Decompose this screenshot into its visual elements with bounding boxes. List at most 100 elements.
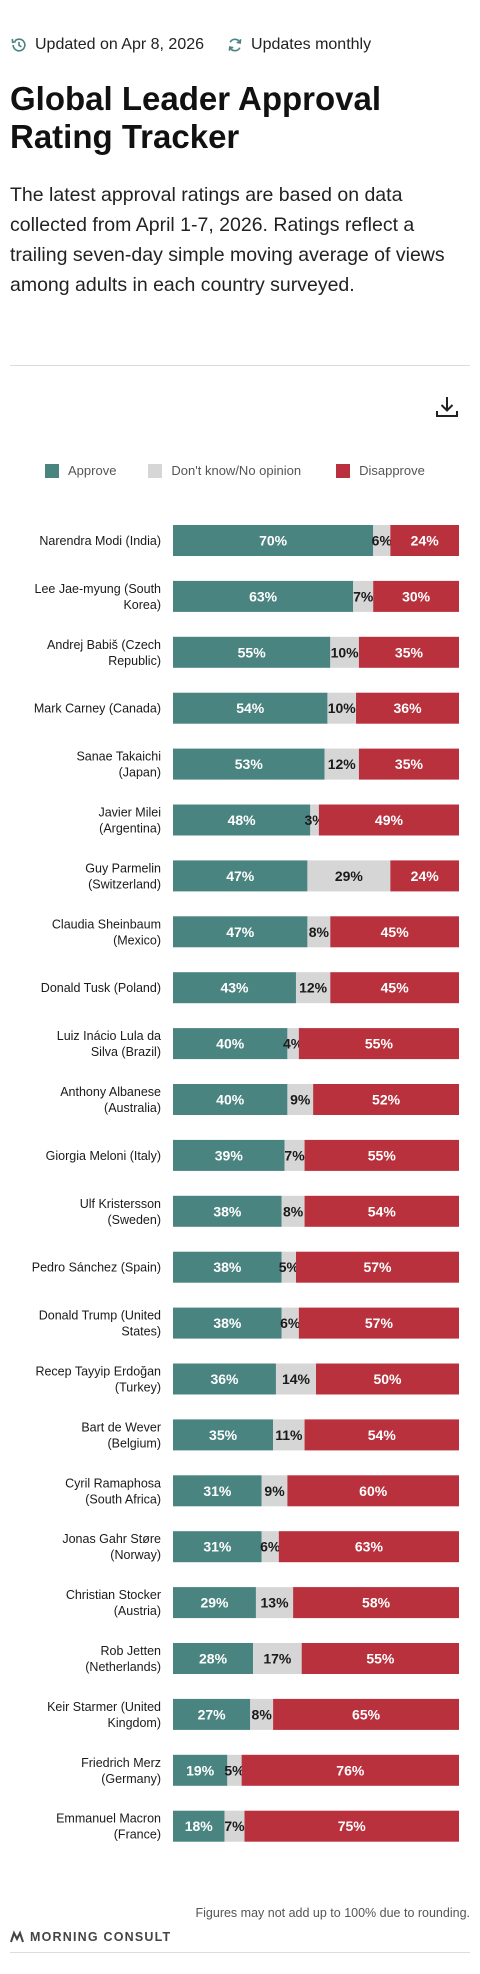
row-label: Ulf Kristersson (Sweden): [80, 1197, 161, 1227]
bar-segment-dont-know: [307, 860, 391, 892]
bar-segment-dont-know: [275, 1363, 316, 1395]
legend-dont-know-label: Don't know/No opinion: [171, 463, 302, 478]
bar-segment-dont-know: [281, 1251, 296, 1283]
chart-row: Luiz Inácio Lula da Silva (Brazil) 40% 4% 55…: [57, 1028, 459, 1060]
bar-segment-approve: [173, 1810, 225, 1842]
bar-segment-disapprove: [390, 860, 459, 892]
row-label: Claudia Sheinbaum (Mexico): [52, 917, 161, 947]
row-label-line: Kingdom): [108, 1716, 162, 1730]
data-label-dont-know: 9%: [264, 1483, 285, 1499]
bar-segment-disapprove: [316, 1363, 459, 1395]
row-label: Rob Jetten (Netherlands): [85, 1644, 161, 1674]
row-label-line: (Argentina): [99, 822, 161, 836]
data-label-disapprove: 63%: [355, 1539, 384, 1555]
data-label-disapprove: 45%: [381, 980, 410, 996]
row-label-line: Emmanuel Macron: [56, 1812, 161, 1826]
row-label-line: (Mexico): [113, 933, 161, 947]
frequency-label: Updates monthly: [251, 36, 372, 53]
data-label-disapprove: 76%: [336, 1762, 365, 1778]
chart-row: Emmanuel Macron (France) 18% 7% 75%: [56, 1810, 459, 1842]
row-label-line: Pedro Sánchez (Spain): [32, 1261, 161, 1275]
legend-approve: Approve: [45, 463, 116, 478]
row-label-line: (France): [114, 1828, 161, 1842]
data-label-approve: 47%: [226, 868, 255, 884]
bar-segment-disapprove: [244, 1810, 459, 1842]
bar-segment-approve: [173, 1307, 282, 1339]
data-label-disapprove: 65%: [352, 1706, 381, 1722]
data-label-dont-know: 7%: [353, 588, 374, 604]
row-label-line: Friedrich Merz: [81, 1756, 161, 1770]
row-label: Cyril Ramaphosa (South Africa): [65, 1476, 161, 1506]
data-label-dont-know: 6%: [260, 1539, 281, 1555]
data-label-dont-know: 9%: [290, 1092, 311, 1108]
chart-row: Pedro Sánchez (Spain) 38% 5% 57%: [32, 1251, 459, 1283]
row-label: Jonas Gahr Støre (Norway): [62, 1532, 161, 1562]
chart-row: Keir Starmer (United Kingdom) 27% 8% 65%: [47, 1698, 459, 1730]
row-label-line: Narendra Modi (India): [39, 534, 161, 548]
data-label-approve: 43%: [220, 980, 249, 996]
history-icon: [11, 38, 26, 52]
data-label-approve: 35%: [209, 1427, 238, 1443]
legend-approve-label: Approve: [68, 463, 117, 478]
chart-row: Giorgia Meloni (Italy) 39% 7% 55%: [46, 1139, 459, 1171]
bar-segment-dont-know: [373, 525, 391, 556]
row-label: Anthony Albanese (Australia): [60, 1085, 161, 1115]
row-label: Guy Parmelin (Switzerland): [85, 861, 161, 891]
row-label-line: Giorgia Meloni (Italy): [46, 1149, 161, 1163]
row-label-line: (South Africa): [85, 1492, 161, 1506]
data-label-approve: 19%: [186, 1762, 215, 1778]
data-label-approve: 28%: [199, 1651, 228, 1667]
bar-segment-disapprove: [287, 1475, 459, 1507]
data-label-dont-know: 29%: [335, 868, 364, 884]
row-label-line: Claudia Sheinbaum: [52, 917, 161, 931]
data-label-approve: 38%: [213, 1315, 242, 1331]
page-subtitle: The latest approval ratings are based on…: [10, 184, 445, 296]
row-label-line: Donald Tusk (Poland): [41, 981, 161, 995]
row-label: Javier Milei (Argentina): [98, 806, 161, 836]
row-label-line: (Australia): [104, 1101, 161, 1115]
bar-segment-disapprove: [330, 972, 459, 1004]
bar-segment-disapprove: [304, 1139, 459, 1171]
data-label-dont-know: 6%: [372, 533, 393, 549]
row-label-line: (Japan): [119, 766, 161, 780]
chart-row: Ulf Kristersson (Sweden) 38% 8% 54%: [80, 1195, 459, 1227]
top-divider: [10, 365, 470, 366]
morning-consult-logo-icon: [10, 1930, 24, 1943]
row-label-line: (Netherlands): [85, 1660, 161, 1674]
row-label-line: (Belgium): [108, 1436, 162, 1450]
data-label-approve: 53%: [235, 756, 264, 772]
chart-row: Donald Tusk (Poland) 43% 12% 45%: [41, 972, 459, 1004]
data-label-approve: 38%: [213, 1203, 242, 1219]
bar-segment-disapprove: [304, 1419, 459, 1451]
bar-segment-dont-know: [307, 916, 331, 948]
data-label-dont-know: 11%: [275, 1427, 303, 1443]
bar-segment-approve: [173, 1698, 251, 1730]
download-icon[interactable]: [434, 394, 460, 420]
row-label-line: Republic): [108, 654, 161, 668]
bar-segment-disapprove: [301, 1643, 459, 1674]
row-label: Pedro Sánchez (Spain): [32, 1261, 161, 1275]
row-label-line: Guy Parmelin: [85, 861, 161, 875]
row-label-line: (Sweden): [108, 1213, 162, 1227]
bar-segment-dont-know: [324, 748, 359, 780]
row-label-line: Anthony Albanese: [60, 1085, 161, 1099]
chart-row: Mark Carney (Canada) 54% 10% 36%: [34, 692, 459, 724]
bar-segment-approve: [173, 1643, 254, 1674]
row-label: Luiz Inácio Lula da Silva (Brazil): [57, 1029, 161, 1059]
legend-disapprove-label: Disapprove: [359, 463, 425, 478]
chart-row: Cyril Ramaphosa (South Africa) 31% 9% 60%: [65, 1475, 459, 1507]
row-label-line: (Austria): [114, 1604, 161, 1618]
bar-segment-approve: [173, 1419, 274, 1451]
data-label-disapprove: 24%: [411, 533, 440, 549]
row-label-line: (Norway): [110, 1548, 161, 1562]
chart-row: Lee Jae-myung (South Korea) 63% 7% 30%: [35, 580, 459, 612]
bar-segment-dont-know: [287, 1084, 314, 1115]
bar-segment-approve: [173, 804, 311, 836]
bar-segment-dont-know: [310, 804, 319, 836]
data-label-disapprove: 55%: [365, 1036, 394, 1052]
bar-segment-dont-know: [255, 1587, 294, 1619]
bar-segment-disapprove: [298, 1307, 459, 1339]
data-label-dont-know: 5%: [279, 1259, 300, 1275]
row-label-line: (Turkey): [115, 1381, 161, 1395]
data-label-disapprove: 54%: [368, 1203, 397, 1219]
